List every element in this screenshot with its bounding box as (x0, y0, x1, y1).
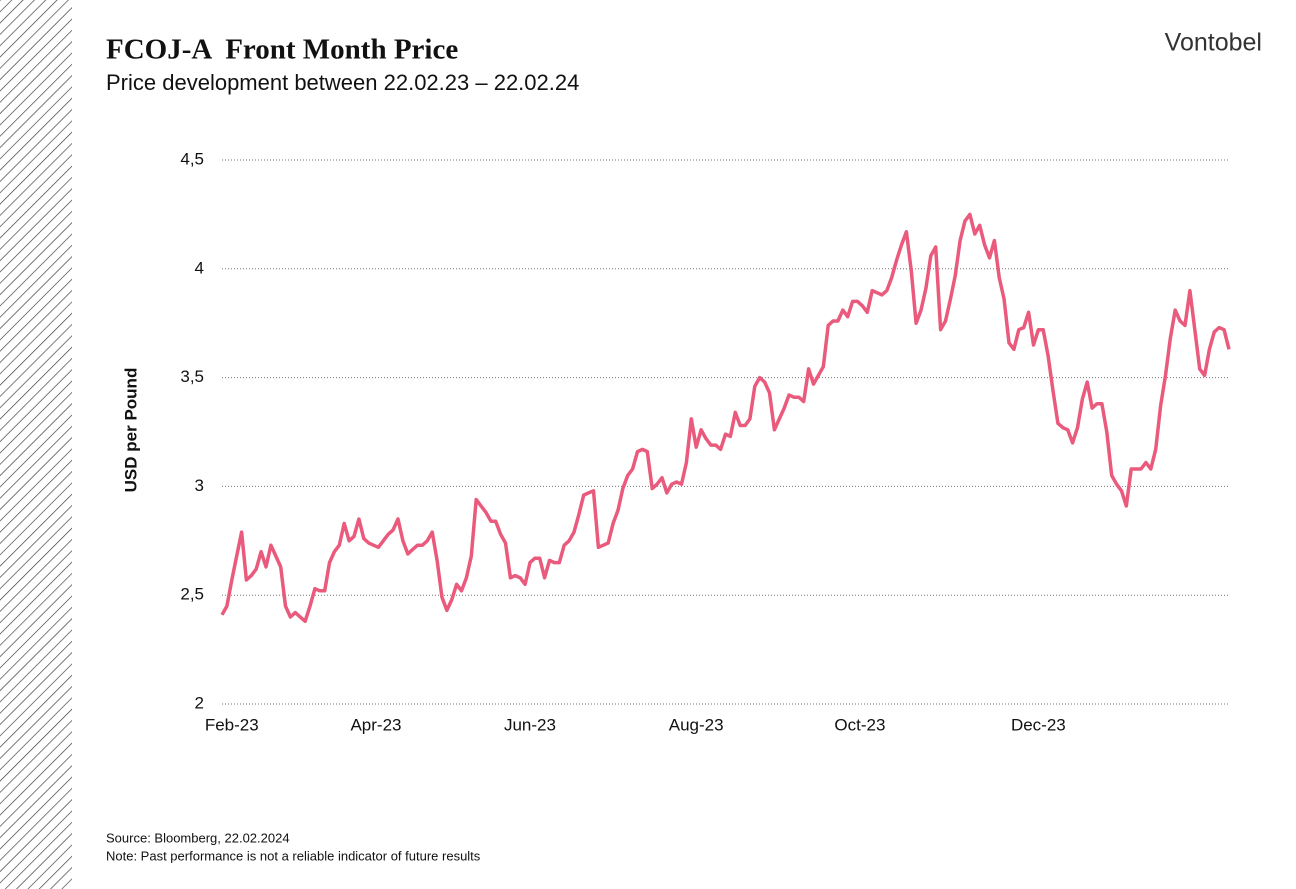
x-tick-label: Feb-23 (205, 715, 259, 734)
y-tick-label: 4 (195, 258, 204, 277)
y-axis-label: USD per Pound (121, 368, 140, 493)
x-tick-label: Aug-23 (669, 715, 724, 734)
y-tick-label: 4,5 (180, 149, 204, 168)
y-tick-label: 2,5 (180, 585, 204, 604)
x-tick-label: Oct-23 (834, 715, 885, 734)
x-tick-label: Jun-23 (504, 715, 556, 734)
y-tick-label: 3 (195, 476, 204, 495)
x-tick-label: Dec-23 (1011, 715, 1066, 734)
hatched-strip (0, 0, 72, 889)
chart-subtitle: Price development between 22.02.23 – 22.… (106, 70, 579, 95)
brand: Vontobel (1165, 29, 1262, 57)
note: Note: Past performance is not a reliable… (106, 848, 481, 863)
y-tick-label: 2 (195, 693, 204, 712)
y-tick-label: 3,5 (180, 367, 204, 386)
chart-title: FCOJ-A Front Month Price (106, 34, 458, 66)
x-tick-label: Apr-23 (350, 715, 401, 734)
source: Source: Bloomberg, 22.02.2024 (106, 830, 290, 845)
price-line (220, 212, 1231, 624)
